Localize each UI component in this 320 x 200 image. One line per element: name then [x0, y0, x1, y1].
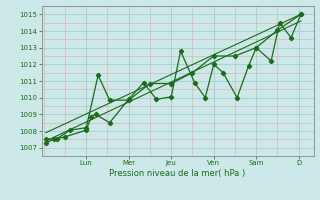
- X-axis label: Pression niveau de la mer( hPa ): Pression niveau de la mer( hPa ): [109, 169, 246, 178]
